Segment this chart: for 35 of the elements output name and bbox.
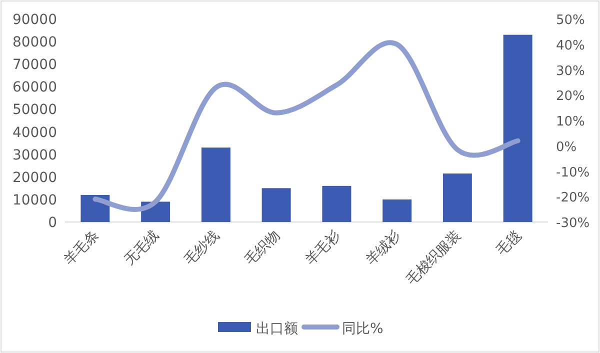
y-tick-label: 40000	[12, 124, 57, 141]
bar	[503, 34, 532, 222]
x-tick-label: 无毛绒	[121, 228, 162, 269]
bar	[442, 174, 472, 222]
bar	[382, 199, 412, 222]
y-tick-label: 90000	[12, 12, 57, 28]
y-tick-label: 10000	[12, 192, 57, 208]
legend-label: 同比%	[342, 321, 384, 337]
y2-tick-label: 20%	[556, 89, 585, 104]
y-tick-label: 30000	[12, 147, 57, 164]
y2-tick-label: -20%	[556, 190, 590, 206]
bar	[201, 148, 230, 222]
x-tick-label: 羊毛衫	[302, 228, 344, 269]
y-tick-label: 0	[48, 215, 57, 231]
y2-tick-label: 50%	[556, 13, 585, 28]
y2-tick-label: 30%	[556, 64, 585, 79]
y-tick-label: 50000	[12, 102, 57, 118]
x-tick-label: 毛毯	[494, 228, 525, 259]
x-tick-label: 毛梭织服装	[403, 228, 464, 288]
y-tick-label: 60000	[12, 80, 57, 96]
x-tick-label: 羊绒衫	[362, 228, 404, 269]
y2-tick-label: 0%	[556, 140, 577, 155]
x-tick-label: 毛纱线	[182, 228, 223, 269]
y2-tick-label: 10%	[556, 114, 585, 130]
bar	[322, 186, 352, 222]
y2-tick-label: -30%	[556, 216, 590, 231]
x-tick-label: 毛织物	[242, 228, 284, 269]
y-tick-label: 80000	[12, 34, 57, 51]
y-tick-label: 70000	[12, 57, 57, 74]
y2-tick-label: -10%	[556, 165, 590, 180]
y-tick-label: 20000	[12, 170, 57, 186]
y2-tick-label: 40%	[556, 38, 585, 54]
legend-label: 出口额	[256, 321, 298, 337]
x-tick-label: 羊毛条	[61, 228, 102, 269]
bar	[262, 188, 291, 222]
